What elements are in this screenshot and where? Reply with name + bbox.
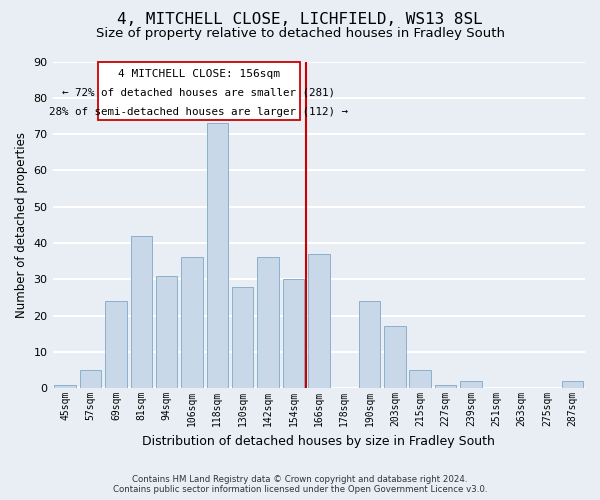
Bar bbox=[384, 326, 406, 388]
Bar bbox=[283, 280, 304, 388]
FancyBboxPatch shape bbox=[98, 62, 300, 120]
Bar bbox=[409, 370, 431, 388]
Bar bbox=[156, 276, 178, 388]
Bar bbox=[105, 301, 127, 388]
Text: 4, MITCHELL CLOSE, LICHFIELD, WS13 8SL: 4, MITCHELL CLOSE, LICHFIELD, WS13 8SL bbox=[117, 12, 483, 28]
Text: 4 MITCHELL CLOSE: 156sqm: 4 MITCHELL CLOSE: 156sqm bbox=[118, 70, 280, 80]
Text: ← 72% of detached houses are smaller (281): ← 72% of detached houses are smaller (28… bbox=[62, 88, 335, 98]
Bar bbox=[460, 381, 482, 388]
Text: 28% of semi-detached houses are larger (112) →: 28% of semi-detached houses are larger (… bbox=[49, 107, 349, 117]
Bar bbox=[308, 254, 329, 388]
Bar bbox=[257, 258, 279, 388]
Bar bbox=[232, 286, 253, 388]
Y-axis label: Number of detached properties: Number of detached properties bbox=[15, 132, 28, 318]
Bar bbox=[55, 384, 76, 388]
Bar bbox=[181, 258, 203, 388]
Bar bbox=[562, 381, 583, 388]
Bar bbox=[131, 236, 152, 388]
X-axis label: Distribution of detached houses by size in Fradley South: Distribution of detached houses by size … bbox=[142, 434, 495, 448]
Bar bbox=[359, 301, 380, 388]
Text: Contains HM Land Registry data © Crown copyright and database right 2024.
Contai: Contains HM Land Registry data © Crown c… bbox=[113, 474, 487, 494]
Bar bbox=[206, 123, 228, 388]
Bar bbox=[435, 384, 457, 388]
Text: Size of property relative to detached houses in Fradley South: Size of property relative to detached ho… bbox=[95, 28, 505, 40]
Bar bbox=[80, 370, 101, 388]
